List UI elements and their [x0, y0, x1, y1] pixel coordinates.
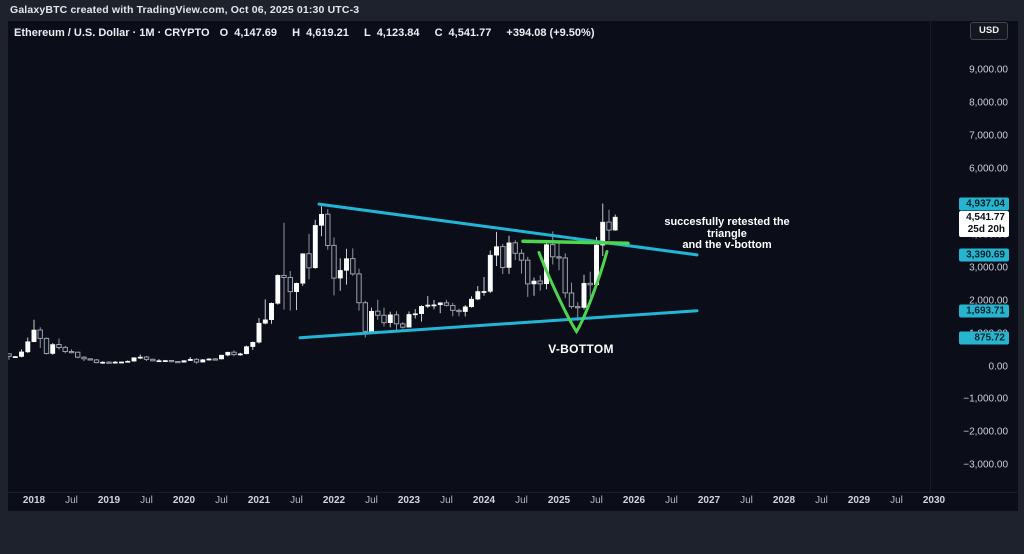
time-axis-label: 2023	[397, 495, 421, 506]
drawing-price-tag: 875.72	[959, 331, 1009, 345]
price-axis-label: 3,000.00	[969, 262, 1008, 274]
drawing-price-tag: 1,693.71	[959, 304, 1009, 318]
retest-annotation-line1: succesfully retested the triangle	[664, 216, 790, 240]
time-axis-label: Jul	[65, 495, 78, 506]
candle-up	[1, 354, 5, 359]
price-axis-label: 8,000.00	[969, 97, 1008, 109]
symbol-name: Ethereum / U.S. Dollar · 1M · CRYPTO	[14, 27, 210, 39]
time-axis-label: 2024	[472, 495, 496, 506]
change-value: +394.08 (+9.50%)	[506, 27, 595, 39]
time-axis-label: 2018	[22, 495, 46, 506]
time-axis-label: 2021	[247, 495, 271, 506]
low-label: L 4,123.84	[363, 27, 420, 39]
last-price-value: 4,541.77	[966, 211, 1005, 223]
time-axis-label: Jul	[440, 495, 453, 506]
price-axis-label: −1,000.00	[963, 393, 1008, 405]
bar-close-countdown: 25d 20h	[967, 223, 1005, 235]
time-axis-label: Jul	[515, 495, 528, 506]
attribution-text: GalaxyBTC created with TradingView.com, …	[10, 4, 360, 16]
price-axis-label: −3,000.00	[963, 459, 1008, 471]
time-axis-label: 2029	[847, 495, 871, 506]
time-axis-label: 2026	[622, 495, 646, 506]
symbol-ohlc-bar: Ethereum / U.S. Dollar · 1M · CRYPTO O 4,…	[14, 27, 601, 39]
time-axis-label: Jul	[665, 495, 678, 506]
low-value: 4,123.84	[376, 27, 420, 39]
price-axis-label: 9,000.00	[969, 64, 1008, 76]
time-axis-label: 2025	[547, 495, 571, 506]
close-label: C 4,541.77	[434, 27, 492, 39]
close-value: 4,541.77	[448, 27, 492, 39]
open-value: 4,147.69	[234, 27, 278, 39]
price-axis-label: −2,000.00	[963, 426, 1008, 438]
high-label: H 4,619.21	[292, 27, 349, 39]
time-axis-label: Jul	[890, 495, 903, 506]
high-value: 4,619.21	[306, 27, 349, 39]
drawing-price-tag: 4,937.04	[959, 197, 1009, 211]
time-axis-label: Jul	[290, 495, 303, 506]
time-axis-label: Jul	[215, 495, 228, 506]
price-axis-label: 7,000.00	[969, 130, 1008, 142]
time-axis-label: 2019	[97, 495, 121, 506]
drawing-price-tag: 3,390.69	[959, 248, 1009, 262]
price-axis-divider	[930, 21, 931, 492]
v-bottom-annotation[interactable]: V-BOTTOM	[548, 342, 614, 356]
time-axis-label: 2020	[172, 495, 196, 506]
time-axis-label: 2030	[922, 495, 946, 506]
time-axis-label: Jul	[740, 495, 753, 506]
currency-toggle-button[interactable]: USD	[970, 22, 1009, 40]
price-axis-label: 2,000.00	[969, 295, 1008, 307]
last-price-tag: 4,541.77 25d 20h	[959, 210, 1009, 237]
price-axis-label: 6,000.00	[969, 163, 1008, 175]
retest-annotation[interactable]: succesfully retested the triangle and th…	[645, 216, 809, 252]
footer-bar: TradingView	[0, 511, 1024, 554]
time-axis-label: Jul	[365, 495, 378, 506]
retest-annotation-line2: and the v-bottom	[682, 239, 772, 251]
time-axis-divider	[8, 492, 1018, 493]
time-axis-label: 2028	[772, 495, 796, 506]
time-axis-label: 2027	[697, 495, 721, 506]
time-axis-label: Jul	[590, 495, 603, 506]
open-label: O 4,147.69	[219, 27, 278, 39]
time-axis-label: Jul	[815, 495, 828, 506]
price-axis-label: 0.00	[988, 361, 1008, 372]
time-axis-label: Jul	[140, 495, 153, 506]
chart-pane[interactable]	[8, 21, 1018, 511]
time-axis-label: 2022	[322, 495, 346, 506]
